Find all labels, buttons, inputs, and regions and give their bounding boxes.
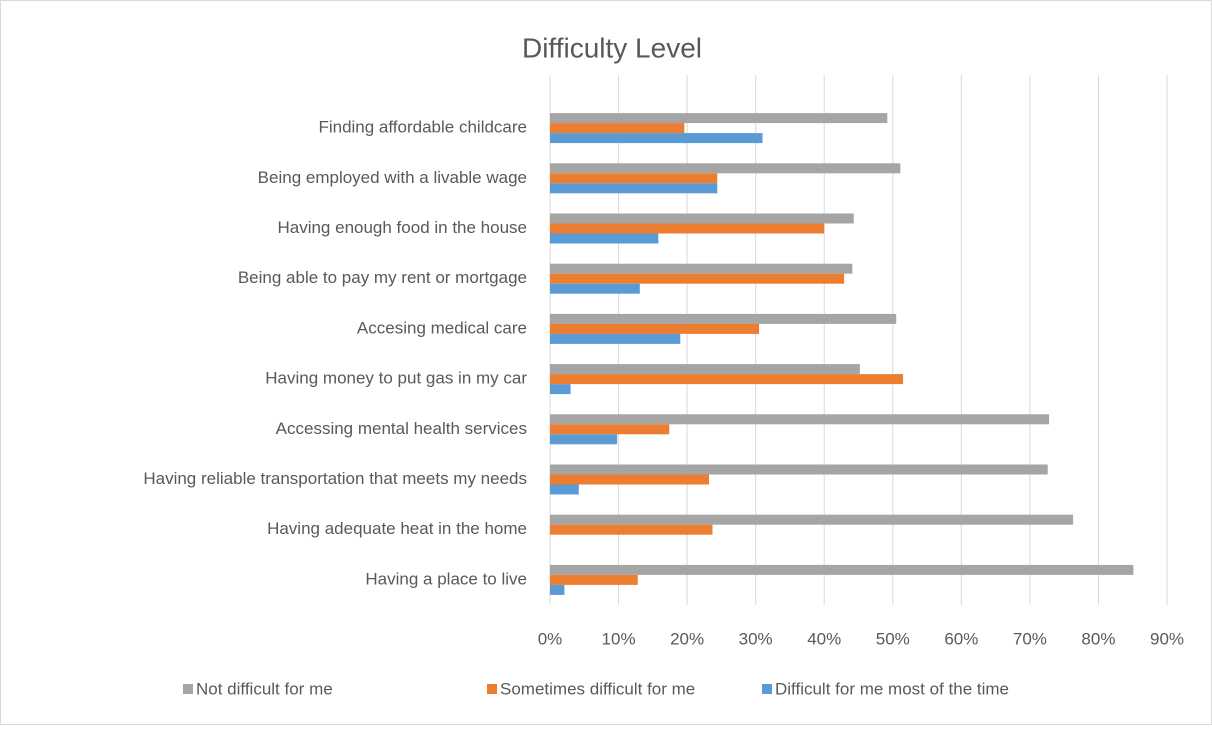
y-tick-label: Having reliable transportation that meet…: [143, 469, 527, 488]
y-tick-label: Accesing medical care: [357, 318, 527, 337]
bar: [550, 424, 670, 435]
y-tick-label: Accessing mental health services: [276, 419, 527, 438]
x-tick-label: 90%: [1150, 629, 1184, 648]
bar: [550, 273, 845, 284]
y-tick-label: Finding affordable childcare: [318, 118, 527, 137]
bar: [550, 163, 901, 174]
bar: [550, 384, 571, 395]
bar: [550, 133, 763, 144]
x-tick-label: 10%: [602, 629, 636, 648]
x-tick-label: 40%: [807, 629, 841, 648]
bar: [550, 183, 718, 194]
bar: [550, 434, 618, 445]
bar: [550, 323, 760, 334]
x-tick-label: 60%: [944, 629, 978, 648]
bar: [550, 333, 681, 344]
bar: [550, 123, 685, 134]
bar: [550, 474, 710, 485]
y-tick-label: Having enough food in the house: [277, 218, 527, 237]
x-tick-label: 80%: [1081, 629, 1115, 648]
bar: [550, 233, 659, 244]
bar: [550, 584, 565, 595]
legend-label: Sometimes difficult for me: [500, 679, 695, 698]
x-tick-label: 70%: [1013, 629, 1047, 648]
legend-swatch: [762, 684, 772, 694]
bar: [550, 414, 1050, 425]
bar: [550, 113, 888, 124]
y-tick-label: Having adequate heat in the home: [267, 519, 527, 538]
bar: [550, 263, 853, 274]
bar: [550, 524, 713, 535]
bar: [550, 213, 854, 224]
legend-swatch: [487, 684, 497, 694]
bar: [550, 464, 1048, 475]
y-tick-label: Being employed with a livable wage: [258, 168, 527, 187]
bar: [550, 173, 718, 184]
y-tick-label: Being able to pay my rent or mortgage: [238, 268, 527, 287]
y-tick-label: Having a place to live: [365, 569, 527, 588]
x-tick-label: 50%: [876, 629, 910, 648]
y-tick-label: Having money to put gas in my car: [265, 369, 527, 388]
bar: [550, 574, 638, 585]
x-tick-label: 30%: [739, 629, 773, 648]
bar: [550, 484, 579, 495]
x-tick-label: 20%: [670, 629, 704, 648]
bar: [550, 514, 1074, 525]
bar: [550, 364, 860, 375]
legend-label: Difficult for me most of the time: [775, 679, 1009, 698]
legend-label: Not difficult for me: [196, 679, 333, 698]
x-tick-label: 0%: [538, 629, 563, 648]
bar: [550, 283, 640, 294]
bar: [550, 564, 1134, 575]
bar: [550, 374, 904, 385]
chart-title: Difficulty Level: [522, 32, 702, 63]
bar: [550, 223, 825, 234]
bar: [550, 313, 897, 324]
legend-swatch: [183, 684, 193, 694]
